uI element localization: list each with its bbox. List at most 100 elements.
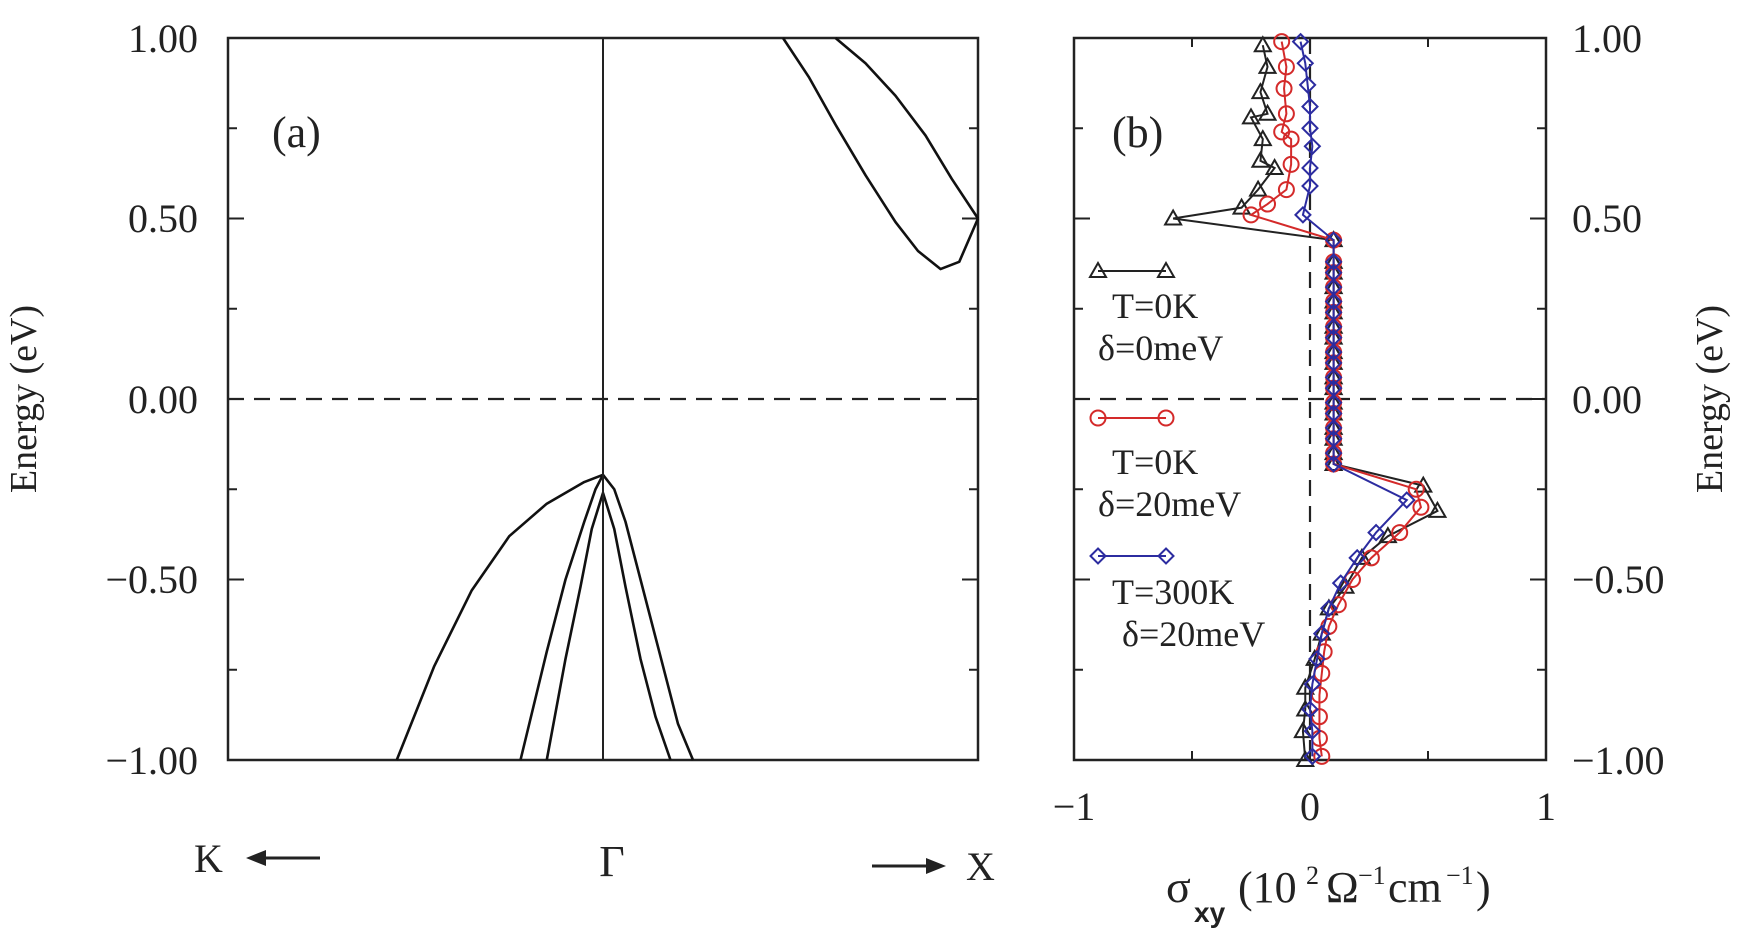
svg-text:): ) <box>1476 863 1491 912</box>
svg-text:Ω: Ω <box>1326 863 1359 912</box>
data-point-diamond <box>1324 343 1343 361</box>
legend-marker-diamond <box>1157 547 1175 565</box>
data-point-circle <box>1310 708 1328 726</box>
data-point-triangle <box>1295 677 1316 695</box>
data-point-diamond <box>1324 292 1343 311</box>
panel-b-legend: T=0K δ=0meV T=0K δ=20meV T=300K δ=20meV <box>1088 260 1265 654</box>
data-point-diamond <box>1301 700 1319 719</box>
series-diamond <box>1291 32 1416 766</box>
legend-entry-line2: δ=0meV <box>1098 328 1223 368</box>
panel-b-x-axis-title-visual: σ xy (10 2 Ω −1 cm −1 ) <box>1166 861 1491 928</box>
data-point-diamond <box>1348 548 1367 567</box>
data-point-diamond <box>1324 393 1343 412</box>
panel-b-xtick-label: 1 <box>1536 784 1556 829</box>
left-arrow-icon <box>246 850 320 866</box>
legend-marker-circle <box>1157 409 1175 427</box>
svg-text:cm: cm <box>1388 863 1442 912</box>
data-point-diamond <box>1312 624 1331 643</box>
data-point-triangle <box>1323 453 1344 471</box>
panel-b-series <box>1163 32 1448 767</box>
data-point-circle <box>1391 524 1409 542</box>
data-point-diamond <box>1308 650 1326 668</box>
data-point-circle <box>1313 747 1331 765</box>
data-point-diamond <box>1331 574 1350 593</box>
data-point-diamond <box>1301 159 1319 177</box>
data-point-diamond <box>1294 205 1312 224</box>
data-point-circle <box>1282 155 1300 173</box>
svg-text:−1: −1 <box>1358 861 1386 890</box>
data-point-triangle <box>1264 157 1285 175</box>
data-point-diamond <box>1324 444 1343 463</box>
data-point-triangle <box>1253 35 1273 53</box>
data-point-diamond <box>1324 368 1343 387</box>
panel-b-y-axis-title: Energy (eV) <box>1689 305 1731 493</box>
data-point-diamond <box>1324 317 1343 336</box>
panel-a: 1.00 0.50 0.00 −0.50 −1.00 Energy (eV) (… <box>3 16 995 889</box>
panel-b-ytick-label: −0.50 <box>1572 557 1665 602</box>
band-curve <box>834 37 980 220</box>
data-point-diamond <box>1291 32 1310 51</box>
svg-text:(10: (10 <box>1238 863 1297 912</box>
panel-a-label: (a) <box>272 108 321 157</box>
data-point-circle <box>1259 195 1277 213</box>
data-point-diamond <box>1324 418 1343 437</box>
panel-a-y-axis-title: Energy (eV) <box>3 305 45 493</box>
data-point-circle <box>1412 498 1430 516</box>
legend-entry-line2: δ=20meV <box>1122 614 1265 654</box>
data-point-diamond <box>1301 177 1319 195</box>
data-point-diamond <box>1324 252 1343 271</box>
data-point-diamond <box>1303 675 1322 694</box>
data-point-triangle <box>1257 56 1278 74</box>
panel-b-ytick-label: 1.00 <box>1572 16 1642 61</box>
legend-entry-line1: T=300K <box>1112 572 1234 612</box>
panel-a-bands <box>395 37 980 761</box>
svg-text:σ: σ <box>1166 861 1191 912</box>
panel-a-ytick-label: −0.50 <box>105 557 198 602</box>
svg-text:xy: xy <box>1194 897 1226 928</box>
svg-text:−1: −1 <box>1446 861 1474 890</box>
data-point-triangle <box>1257 103 1278 121</box>
data-point-circle <box>1277 181 1295 199</box>
panel-a-ytick-label: 1.00 <box>128 16 198 61</box>
legend-marker-triangle <box>1156 260 1176 278</box>
svg-text:2: 2 <box>1306 861 1319 890</box>
band-curve <box>781 37 980 271</box>
data-point-circle <box>1277 105 1295 123</box>
x-point-label: X <box>966 844 995 889</box>
data-point-diamond <box>1319 599 1338 618</box>
panel-b: 1.00 0.50 0.00 −0.50 −1.00 −1 0 1 Energy… <box>1053 16 1731 928</box>
band-curve <box>545 491 672 761</box>
data-point-diamond <box>1301 119 1319 138</box>
data-point-triangle <box>1427 500 1448 518</box>
data-point-triangle <box>1241 107 1261 125</box>
legend-marker-circle <box>1089 409 1107 427</box>
panel-b-xtick-label: 0 <box>1300 784 1320 829</box>
data-point-triangle <box>1163 208 1183 226</box>
data-point-diamond <box>1303 722 1322 741</box>
legend-entry-line2: δ=20meV <box>1098 484 1241 524</box>
data-point-circle <box>1282 130 1300 148</box>
data-point-triangle <box>1295 749 1316 767</box>
data-point-diamond <box>1296 54 1315 73</box>
data-point-triangle <box>1250 82 1271 100</box>
panel-b-label: (b) <box>1112 108 1163 157</box>
band-curve <box>519 473 695 761</box>
legend-entry-line1: T=0K <box>1112 286 1198 326</box>
panel-b-ytick-label: 0.00 <box>1572 377 1642 422</box>
legend-marker-triangle <box>1088 260 1108 278</box>
data-point-circle <box>1407 480 1425 498</box>
data-point-diamond <box>1324 455 1343 473</box>
k-point-label: K <box>194 836 223 881</box>
data-point-circle <box>1273 33 1291 51</box>
data-point-triangle <box>1250 150 1271 168</box>
panel-a-ytick-label: 0.00 <box>128 377 198 422</box>
panel-b-ytick-label: −1.00 <box>1572 738 1665 783</box>
gamma-point-label: Γ <box>599 837 624 886</box>
panel-a-ytick-label: 0.50 <box>128 196 198 241</box>
data-point-diamond <box>1303 747 1322 766</box>
data-point-diamond <box>1303 137 1322 156</box>
data-point-circle <box>1242 206 1260 224</box>
panel-b-xtick-label: −1 <box>1053 784 1096 829</box>
data-point-triangle <box>1319 598 1339 616</box>
